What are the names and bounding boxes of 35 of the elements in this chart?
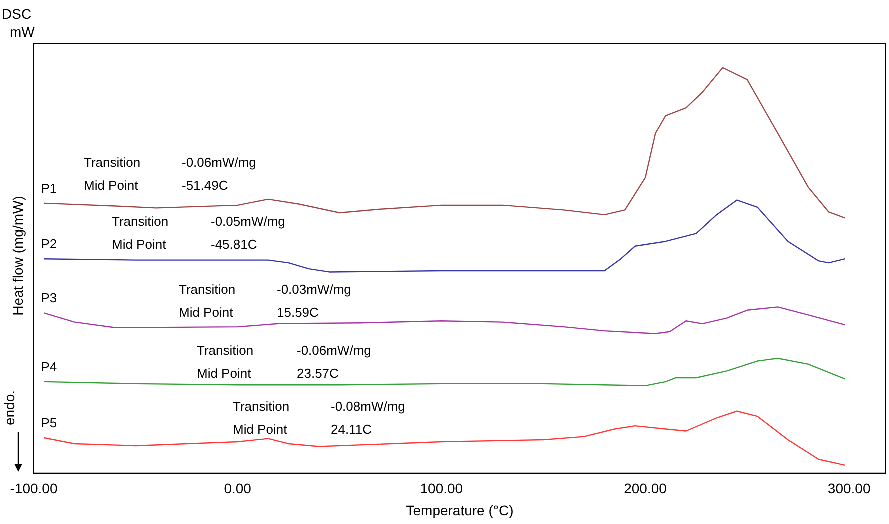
annotation: Mid Point <box>84 178 138 193</box>
annotation: -0.08mW/mg <box>331 399 406 414</box>
x-tick-label: 0.00 <box>224 480 252 497</box>
series-label: P5 <box>41 416 58 431</box>
annotation: -51.49C <box>182 178 228 193</box>
x-tick-label: 100.00 <box>420 480 464 497</box>
annotation: -0.06mW/mg <box>297 343 372 358</box>
annotation: Transition <box>197 343 254 358</box>
annotation: Mid Point <box>112 237 166 252</box>
annotation: Mid Point <box>179 305 234 320</box>
series-label: P1 <box>41 181 58 196</box>
x-tick-label: 200.00 <box>624 480 668 497</box>
annotation: 24.11C <box>331 422 372 437</box>
annotation: Transition <box>179 282 236 297</box>
annotation: 23.57C <box>297 366 339 381</box>
series-label: P4 <box>41 360 58 375</box>
text: mW <box>10 24 35 40</box>
y-axis-title: Heat flow (mg/mW) <box>10 195 26 318</box>
annotation: -0.05mW/mg <box>211 214 286 229</box>
x-tick-label: 300.00 <box>828 480 871 497</box>
annotation: Transition <box>84 155 141 170</box>
annotation: Transition <box>112 214 169 229</box>
annotation: Mid Point <box>233 422 288 437</box>
text: endo. <box>2 390 18 426</box>
annotation: -0.06mW/mg <box>182 155 256 170</box>
annotation: Mid Point <box>197 366 252 381</box>
x-tick-label: -100.00 <box>10 480 58 497</box>
x-axis-title: Temperature (°C) <box>406 502 514 518</box>
series-label: P3 <box>41 290 58 306</box>
annotation: -0.03mW/mg <box>277 282 352 297</box>
text: DSC <box>2 6 32 22</box>
annotation: -45.81C <box>211 237 258 252</box>
annotation: Transition <box>233 399 290 414</box>
annotation: 15.59C <box>277 305 319 320</box>
series-label: P2 <box>41 236 58 252</box>
